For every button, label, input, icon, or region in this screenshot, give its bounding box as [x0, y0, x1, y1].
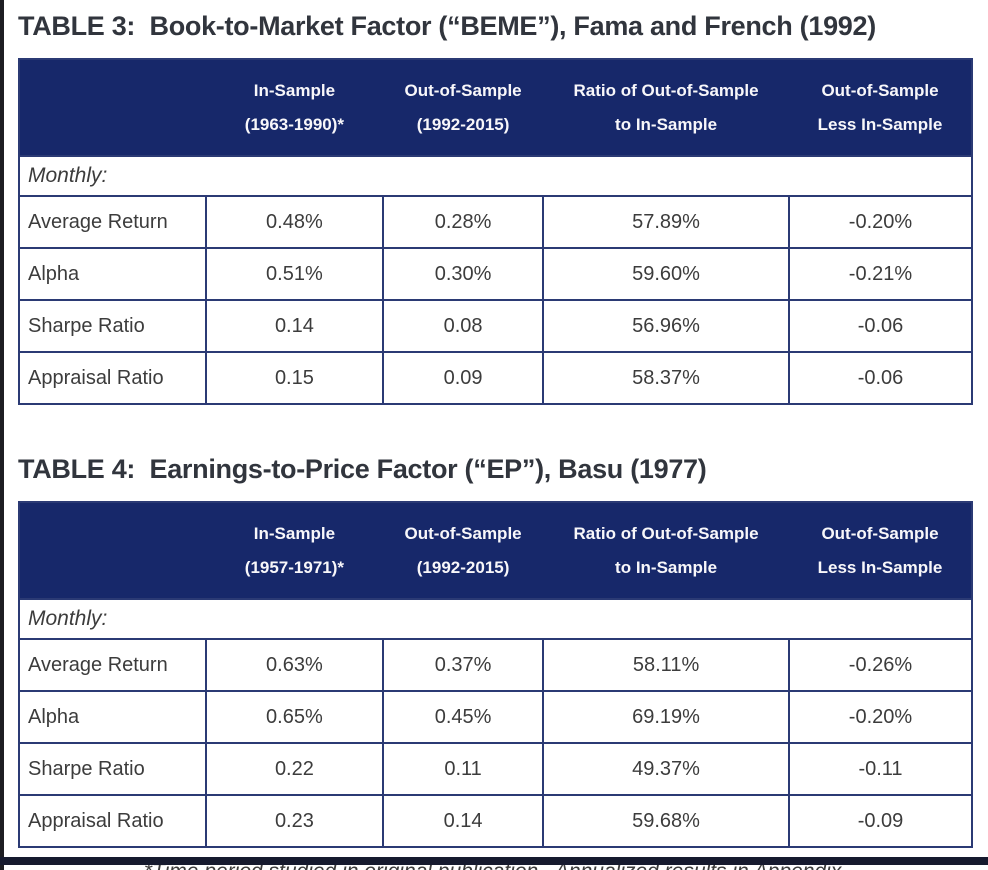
table-row: Alpha 0.51% 0.30% 59.60% -0.21% — [18, 247, 974, 301]
header-line2: (1963-1990)* — [244, 114, 345, 134]
cell-value: 69.19% — [542, 690, 790, 744]
table3-header-empty — [19, 59, 206, 156]
header-line2: Less In-Sample — [817, 557, 943, 577]
table-row: Sharpe Ratio 0.22 0.11 49.37% -0.11 — [18, 742, 974, 796]
cell-value: 0.14 — [382, 794, 545, 848]
cell-value: 49.37% — [542, 742, 790, 796]
table4-header-in-sample: In-Sample (1957-1971)* — [205, 502, 384, 599]
cell-value: -0.06 — [787, 299, 974, 353]
table3-header-in-sample: In-Sample (1963-1990)* — [205, 59, 384, 156]
header-line2: Less In-Sample — [817, 114, 943, 134]
header-line1: Ratio of Out-of-Sample — [573, 80, 759, 100]
row-label: Average Return — [18, 638, 207, 692]
row-label: Appraisal Ratio — [18, 794, 207, 848]
cell-value: 0.63% — [204, 638, 385, 692]
table-row: Average Return 0.48% 0.28% 57.89% -0.20% — [18, 195, 974, 249]
table-row: Appraisal Ratio 0.23 0.14 59.68% -0.09 — [18, 794, 974, 848]
cell-value: -0.11 — [787, 742, 974, 796]
table3-section-row: Monthly: — [18, 155, 973, 197]
header-line2: (1957-1971)* — [244, 557, 345, 577]
cell-value: 0.30% — [382, 247, 545, 301]
cell-value: 0.11 — [382, 742, 545, 796]
table4-header-empty — [19, 502, 206, 599]
row-label: Sharpe Ratio — [18, 299, 207, 353]
table-row: Sharpe Ratio 0.14 0.08 56.96% -0.06 — [18, 299, 974, 353]
cell-value: 0.22 — [204, 742, 385, 796]
footnote: *Time period studied in original publica… — [18, 860, 973, 870]
cell-value: 58.11% — [542, 638, 790, 692]
section-label: Monthly: — [18, 155, 973, 197]
cell-value: 0.37% — [382, 638, 545, 692]
row-label: Alpha — [18, 247, 207, 301]
cell-value: 0.28% — [382, 195, 545, 249]
row-label: Sharpe Ratio — [18, 742, 207, 796]
table4-header-row: In-Sample (1957-1971)* Out-of-Sample (19… — [19, 502, 972, 599]
cell-value: -0.06 — [787, 351, 974, 405]
table3: In-Sample (1963-1990)* Out-of-Sample (19… — [18, 58, 974, 405]
table3-header-out-of-sample: Out-of-Sample (1992-2015) — [383, 59, 544, 156]
cell-value: -0.21% — [787, 247, 974, 301]
cell-value: 0.09 — [382, 351, 545, 405]
cell-value: 0.51% — [204, 247, 385, 301]
table4-header-ratio: Ratio of Out-of-Sample to In-Sample — [543, 502, 789, 599]
header-line1: Out-of-Sample — [404, 523, 522, 543]
table-row: Appraisal Ratio 0.15 0.09 58.37% -0.06 — [18, 351, 974, 405]
table-row: Alpha 0.65% 0.45% 69.19% -0.20% — [18, 690, 974, 744]
cell-value: 0.23 — [204, 794, 385, 848]
header-line1: Out-of-Sample — [404, 80, 522, 100]
table4: In-Sample (1957-1971)* Out-of-Sample (19… — [18, 501, 974, 848]
header-line1: In-Sample — [253, 80, 336, 100]
header-line1: Ratio of Out-of-Sample — [573, 523, 759, 543]
cell-value: 58.37% — [542, 351, 790, 405]
header-line1: Out-of-Sample — [821, 523, 939, 543]
table4-section-row: Monthly: — [18, 598, 973, 640]
cell-value: -0.26% — [787, 638, 974, 692]
row-label: Alpha — [18, 690, 207, 744]
cell-value: 56.96% — [542, 299, 790, 353]
table4-header-difference: Out-of-Sample Less In-Sample — [788, 502, 972, 599]
header-line2: (1992-2015) — [416, 114, 510, 134]
cell-value: 0.08 — [382, 299, 545, 353]
row-label: Average Return — [18, 195, 207, 249]
header-line1: In-Sample — [253, 523, 336, 543]
header-line2: to In-Sample — [615, 557, 718, 577]
header-line2: (1992-2015) — [416, 557, 510, 577]
table4-header-out-of-sample: Out-of-Sample (1992-2015) — [383, 502, 544, 599]
table-row: Average Return 0.63% 0.37% 58.11% -0.26% — [18, 638, 974, 692]
cell-value: 0.65% — [204, 690, 385, 744]
table3-header-row: In-Sample (1963-1990)* Out-of-Sample (19… — [19, 59, 972, 156]
cell-value: 57.89% — [542, 195, 790, 249]
header-line2: to In-Sample — [615, 114, 718, 134]
bottom-rule-bar — [0, 857, 988, 865]
section-label: Monthly: — [18, 598, 973, 640]
cell-value: 59.68% — [542, 794, 790, 848]
cell-value: -0.20% — [787, 195, 974, 249]
left-frame-line — [0, 0, 4, 870]
table3-title: TABLE 3: Book-to-Market Factor (“BEME”),… — [18, 11, 876, 41]
table3-header-difference: Out-of-Sample Less In-Sample — [788, 59, 972, 156]
cell-value: 59.60% — [542, 247, 790, 301]
cell-value: 0.15 — [204, 351, 385, 405]
cell-value: -0.20% — [787, 690, 974, 744]
cell-value: 0.45% — [382, 690, 545, 744]
header-line1: Out-of-Sample — [821, 80, 939, 100]
cell-value: 0.14 — [204, 299, 385, 353]
table3-header-ratio: Ratio of Out-of-Sample to In-Sample — [543, 59, 789, 156]
row-label: Appraisal Ratio — [18, 351, 207, 405]
cell-value: 0.48% — [204, 195, 385, 249]
cell-value: -0.09 — [787, 794, 974, 848]
table4-title: TABLE 4: Earnings-to-Price Factor (“EP”)… — [18, 454, 707, 484]
